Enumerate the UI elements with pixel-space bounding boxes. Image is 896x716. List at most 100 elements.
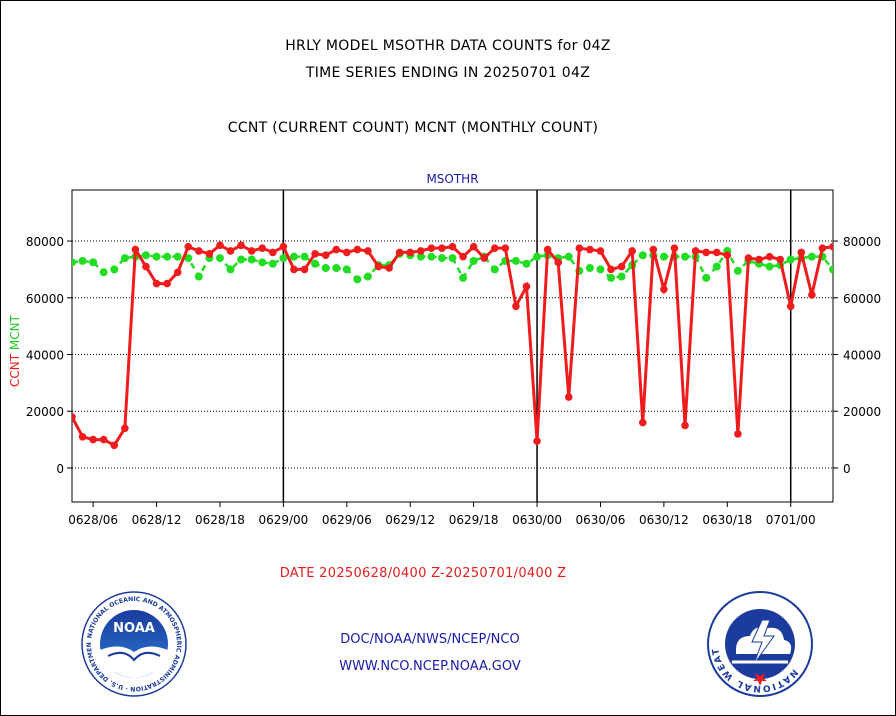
- ccnt-point: [596, 247, 605, 255]
- y-axis-label: CCNT MCNT: [8, 314, 22, 387]
- mcnt-point: [427, 252, 436, 261]
- mcnt-point: [72, 258, 76, 267]
- ccnt-point: [353, 245, 362, 254]
- ccnt-point: [78, 432, 87, 441]
- ccnt-point: [575, 244, 584, 252]
- mcnt-point: [332, 264, 341, 272]
- mcnt-point: [533, 252, 542, 261]
- mcnt-point: [342, 265, 351, 274]
- mcnt-point: [215, 254, 224, 263]
- ccnt-point: [649, 245, 658, 254]
- mcnt-point: [120, 254, 129, 263]
- y-tick-label-left: 80000: [26, 235, 64, 249]
- mcnt-point: [226, 265, 235, 274]
- ccnt-point: [765, 252, 774, 261]
- mcnt-point: [596, 265, 605, 274]
- ccnt-point: [512, 302, 520, 311]
- x-tick-label: 0630/06: [576, 513, 626, 527]
- mcnt-point: [141, 251, 150, 260]
- mcnt-point: [194, 272, 203, 281]
- ccnt-point: [395, 248, 404, 257]
- ccnt-point: [554, 258, 562, 267]
- nws-logo: NATIONAL WEATHER SERVICE: [706, 590, 813, 697]
- x-tick-label: 0630/12: [639, 513, 689, 527]
- ccnt-point: [543, 245, 552, 254]
- y-tick-label-right: 0: [843, 462, 851, 476]
- ccnt-point: [290, 265, 298, 274]
- x-tick-label: 0701/00: [766, 513, 816, 527]
- ccnt-point: [216, 241, 224, 250]
- mcnt-point: [237, 255, 246, 264]
- mcnt-point: [321, 264, 330, 272]
- ccnt-point: [638, 418, 647, 427]
- mcnt-point: [78, 256, 87, 265]
- mcnt-point: [564, 252, 573, 261]
- mcnt-point: [311, 259, 320, 268]
- ccnt-point: [416, 247, 425, 255]
- mcnt-point: [607, 273, 616, 282]
- ccnt-point: [786, 302, 795, 311]
- mcnt-point: [522, 259, 531, 268]
- ccnt-point: [480, 254, 489, 262]
- mcnt-point: [99, 268, 108, 277]
- ccnt-point: [469, 242, 478, 251]
- mcnt-point: [511, 256, 520, 265]
- mcnt-point: [152, 252, 161, 261]
- ccnt-point: [300, 265, 309, 274]
- mcnt-point: [638, 251, 647, 260]
- ccnt-point: [99, 435, 108, 444]
- ccnt-point: [364, 247, 372, 255]
- ccnt-point: [670, 244, 679, 252]
- ccnt-point: [110, 441, 119, 450]
- ccnt-point: [818, 244, 827, 252]
- mcnt-point: [617, 272, 626, 281]
- ccnt-point: [163, 279, 171, 288]
- ccnt-point: [617, 262, 626, 271]
- ccnt-point: [628, 247, 636, 255]
- mcnt-point: [184, 254, 193, 263]
- mcnt-point: [437, 254, 446, 263]
- x-tick-label: 0629/00: [258, 513, 308, 527]
- ccnt-point: [406, 248, 415, 257]
- mcnt-point: [829, 265, 833, 274]
- mcnt-point: [659, 252, 668, 261]
- ccnt-point: [660, 285, 668, 294]
- ccnt-point: [131, 245, 140, 254]
- ccnt-point: [522, 282, 531, 291]
- ccnt-point: [121, 424, 129, 433]
- mcnt-point: [585, 264, 594, 272]
- noaa-logo-text: NOAA: [113, 621, 155, 636]
- plot-area: [71, 189, 834, 503]
- y-tick-label-left: 40000: [26, 349, 64, 363]
- ccnt-point: [258, 244, 267, 252]
- x-tick-label: 0630/00: [512, 513, 562, 527]
- y-tick-label-right: 20000: [843, 405, 881, 419]
- mcnt-point: [702, 273, 711, 282]
- y-tick-label-right: 80000: [843, 235, 881, 249]
- ccnt-point: [808, 291, 816, 299]
- ccnt-point: [343, 248, 351, 257]
- mcnt-point: [353, 275, 362, 284]
- mcnt-point: [163, 252, 172, 261]
- y-tick-label-right: 40000: [843, 349, 881, 363]
- y-tick-label-left: 0: [56, 462, 64, 476]
- ccnt-point: [776, 255, 784, 264]
- ccnt-point: [438, 244, 446, 252]
- ccnt-point: [321, 251, 330, 260]
- ccnt-point: [797, 248, 806, 257]
- ccnt-point: [723, 251, 732, 260]
- mcnt-point: [786, 255, 795, 264]
- mcnt-point: [765, 262, 774, 271]
- ccnt-point: [142, 262, 150, 271]
- mcnt-point: [681, 252, 690, 261]
- ccnt-point: [311, 250, 319, 258]
- y-axis-label-mcnt: MCNT: [8, 314, 22, 350]
- mcnt-point: [268, 259, 277, 268]
- ccnt-point: [533, 437, 541, 445]
- y-tick-label-left: 20000: [26, 405, 64, 419]
- noaa-logo: NATIONAL OCEANIC AND ATMOSPHERIC ADMINIS…: [80, 590, 187, 697]
- ccnt-point: [269, 248, 277, 257]
- footer-org: DOC/NOAA/NWS/NCEP/NCO: [340, 632, 520, 647]
- chart-title-line-2: TIME SERIES ENDING IN 20250701 04Z: [305, 65, 591, 81]
